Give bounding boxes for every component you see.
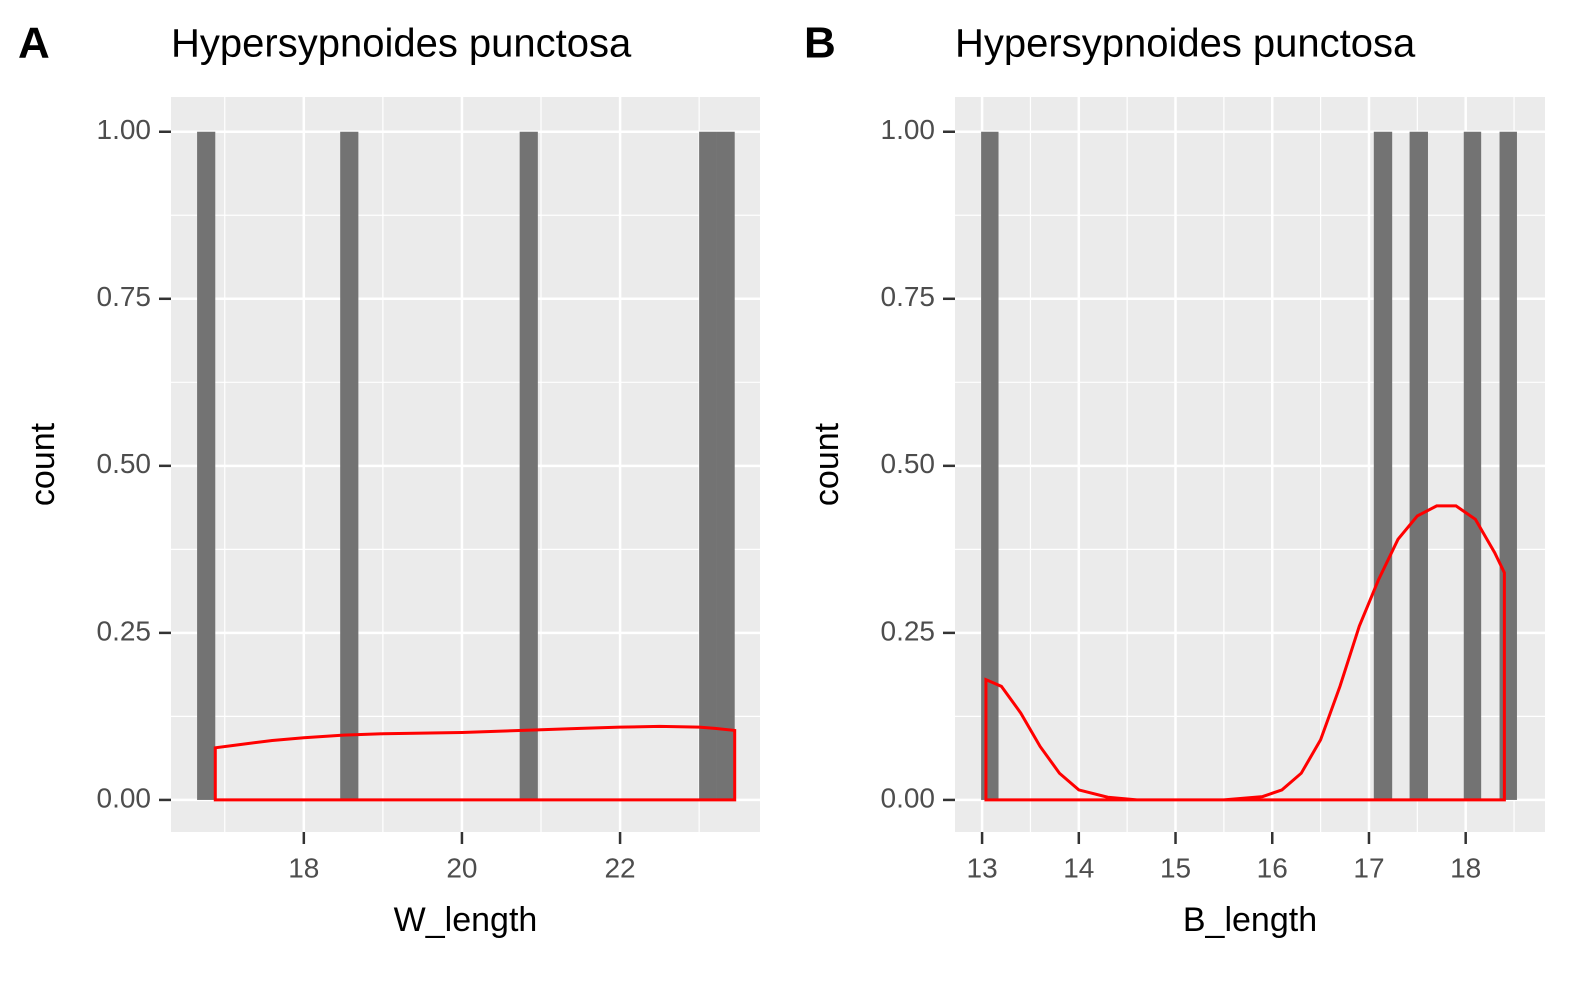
- x-tick-label: 18: [1450, 852, 1481, 883]
- y-tick-label: 0.00: [881, 782, 936, 813]
- x-tick-label: 22: [604, 852, 635, 883]
- chart-title: Hypersypnoides punctosa: [171, 22, 632, 66]
- y-tick-label: 0.50: [97, 448, 152, 479]
- histogram-bar: [1463, 131, 1482, 800]
- histogram-bar: [1373, 131, 1393, 800]
- y-tick-label: 0.25: [97, 615, 152, 646]
- histogram-bar: [716, 131, 735, 800]
- y-tick-label: 0.25: [881, 615, 936, 646]
- chart-title: Hypersypnoides punctosa: [955, 22, 1416, 66]
- x-tick-label: 16: [1257, 852, 1288, 883]
- panel-tag: B: [804, 19, 836, 68]
- histogram-bar: [699, 131, 717, 800]
- y-tick-label: 1.00: [97, 114, 152, 145]
- y-tick-label: 0.50: [881, 448, 936, 479]
- y-axis-title: count: [808, 422, 846, 506]
- panel-tag: A: [18, 19, 50, 68]
- histogram-bar: [981, 131, 999, 800]
- x-tick-label: 18: [288, 852, 319, 883]
- histogram-bar: [1409, 131, 1428, 800]
- x-tick-label: 15: [1160, 852, 1191, 883]
- histogram-bar: [340, 131, 359, 800]
- panel-background: [955, 97, 1545, 832]
- x-tick-label: 14: [1063, 852, 1094, 883]
- panel-background: [171, 97, 760, 832]
- y-tick-label: 1.00: [881, 114, 936, 145]
- y-tick-label: 0.00: [97, 782, 152, 813]
- x-tick-label: 13: [967, 852, 998, 883]
- x-axis-title: B_length: [1183, 901, 1317, 939]
- y-tick-label: 0.75: [97, 281, 152, 312]
- histogram-bar: [519, 131, 538, 800]
- y-tick-label: 0.75: [881, 281, 936, 312]
- density-curve: [984, 504, 1506, 802]
- y-axis-title: count: [24, 422, 62, 506]
- x-axis-title: W_length: [394, 901, 538, 939]
- x-tick-label: 17: [1353, 852, 1384, 883]
- x-tick-label: 20: [446, 852, 477, 883]
- histogram-bar: [197, 131, 216, 800]
- density-curve: [213, 724, 737, 802]
- histogram-bar: [1499, 131, 1517, 800]
